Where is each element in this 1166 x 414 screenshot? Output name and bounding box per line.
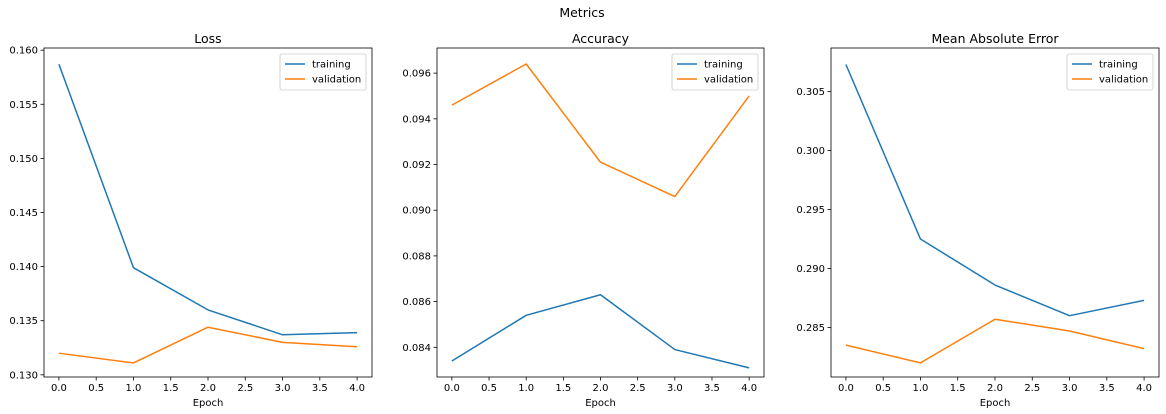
x-tick-label: 1.0 [518, 383, 534, 394]
x-tick-label: 1.5 [950, 383, 966, 394]
x-tick-label: 0.5 [875, 383, 891, 394]
chart-title: Accuracy [572, 31, 630, 46]
x-tick-label: 2.0 [593, 383, 609, 394]
legend: training validation [279, 53, 367, 91]
y-tick-label: 0.290 [796, 264, 825, 275]
x-tick-label: 2.0 [200, 383, 216, 394]
legend-box [671, 53, 759, 91]
legend: training validation [671, 53, 759, 91]
y-tick-label: 0.130 [9, 370, 38, 381]
chart-panel-accuracy: 0.0 0.5 1.0 1.5 2.0 2.5 3.0 3.5 4.0 0.084 0.086 0.0… [402, 31, 765, 409]
x-tick-label: 2.5 [630, 383, 646, 394]
y-tick-label: 0.088 [402, 251, 431, 262]
x-tick-label: 4.0 [1136, 383, 1152, 394]
y-tick-label: 0.084 [402, 343, 431, 354]
x-tick-label: 3.5 [704, 383, 720, 394]
y-tick-label: 0.145 [9, 208, 38, 219]
legend-label-training: training [1099, 60, 1138, 71]
y-tick-label: 0.094 [402, 114, 431, 125]
plot-area [831, 48, 1159, 377]
x-tick-label: 1.5 [163, 383, 179, 394]
y-tick-label: 0.140 [9, 262, 38, 273]
x-tick-label: 3.5 [1099, 383, 1115, 394]
legend-label-validation: validation [312, 75, 361, 86]
x-axis-label: Epoch [193, 398, 224, 409]
legend-box [279, 53, 367, 91]
y-tick-label: 0.155 [9, 100, 38, 111]
legend-label-validation: validation [1099, 75, 1148, 86]
y-tick-label: 0.090 [402, 206, 431, 217]
y-tick-label: 0.300 [796, 146, 825, 157]
x-tick-label: 1.0 [913, 383, 929, 394]
figure-suptitle: Metrics [559, 5, 604, 20]
legend-label-validation: validation [704, 75, 753, 86]
y-tick-label: 0.096 [402, 69, 431, 80]
y-tick-label: 0.086 [402, 297, 431, 308]
legend-label-training: training [704, 60, 743, 71]
y-tick-label: 0.150 [9, 154, 38, 165]
x-tick-label: 3.0 [275, 383, 291, 394]
x-tick-label: 0.0 [838, 383, 854, 394]
chart-panel-mean-absolute-error: 0.0 0.5 1.0 1.5 2.0 2.5 3.0 3.5 4.0 0.285 0.290 0.2… [796, 31, 1160, 409]
x-axis-label: Epoch [980, 398, 1011, 409]
x-tick-label: 1.0 [126, 383, 142, 394]
x-tick-label: 1.5 [555, 383, 571, 394]
x-tick-label: 4.0 [741, 383, 757, 394]
chart-panels: 0.0 0.5 1.0 1.5 2.0 2.5 3.0 3.5 4.0 0.130 0.135 0.1… [9, 31, 1160, 409]
y-tick-label: 0.135 [9, 316, 38, 327]
legend: training validation [1066, 53, 1154, 91]
x-tick-label: 0.5 [481, 383, 497, 394]
plot-frame [830, 47, 1160, 378]
x-tick-label: 3.5 [312, 383, 328, 394]
legend-box [1066, 53, 1154, 91]
chart-panel-loss: 0.0 0.5 1.0 1.5 2.0 2.5 3.0 3.5 4.0 0.130 0.135 0.1… [9, 31, 373, 409]
plot-frame [436, 47, 765, 378]
x-tick-label: 3.0 [667, 383, 683, 394]
y-tick-label: 0.160 [9, 46, 38, 57]
x-tick-label: 2.0 [987, 383, 1003, 394]
y-tick-label: 0.092 [402, 160, 431, 171]
plot-area [437, 48, 764, 377]
y-tick-label: 0.305 [796, 87, 825, 98]
x-tick-label: 0.5 [88, 383, 104, 394]
x-tick-label: 0.0 [444, 383, 460, 394]
legend-label-training: training [312, 60, 351, 71]
plot-frame [43, 47, 373, 378]
chart-title: Mean Absolute Error [931, 31, 1059, 46]
x-axis-label: Epoch [585, 398, 616, 409]
x-tick-label: 4.0 [349, 383, 365, 394]
chart-title: Loss [194, 31, 221, 46]
x-tick-label: 3.0 [1062, 383, 1078, 394]
y-tick-label: 0.285 [796, 323, 825, 334]
x-tick-label: 2.5 [1024, 383, 1040, 394]
y-tick-label: 0.295 [796, 205, 825, 216]
x-tick-label: 0.0 [51, 383, 67, 394]
plot-area [44, 48, 372, 377]
x-tick-label: 2.5 [237, 383, 253, 394]
